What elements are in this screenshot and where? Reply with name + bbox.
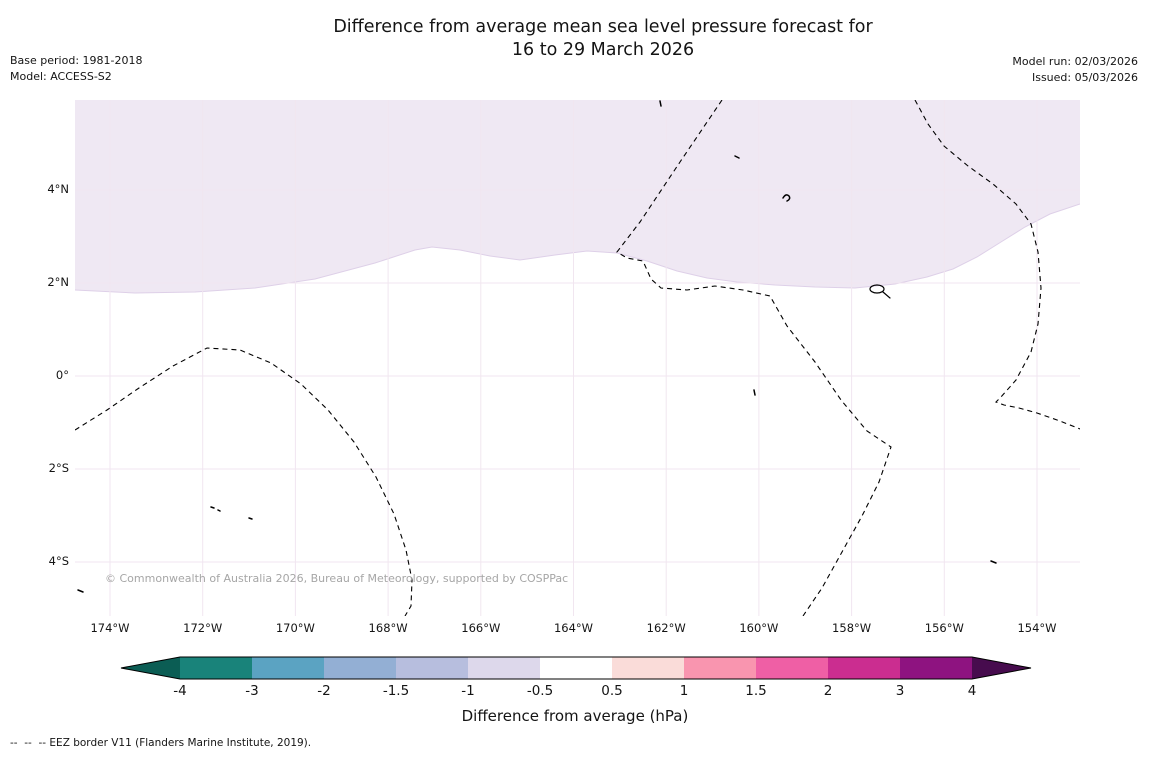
y-tick-label: 0° (55, 368, 69, 382)
copyright-watermark: © Commonwealth of Australia 2026, Bureau… (105, 572, 569, 585)
pressure-anomaly-shade (75, 100, 1080, 293)
eez-border-central (616, 100, 892, 616)
model-run-text: Model run: 02/03/2026 (1012, 55, 1138, 68)
island-mark (659, 100, 662, 107)
x-tick-label: 168°W (368, 621, 408, 635)
island-mark (753, 389, 756, 396)
colorbar-segment (324, 657, 396, 679)
island-mark (990, 560, 997, 564)
model-text: Model: ACCESS-S2 (10, 69, 112, 83)
gridlines (75, 100, 1080, 616)
chart-title: Difference from average mean sea level p… (56, 16, 1150, 62)
colorbar-segment (612, 657, 684, 679)
colorbar-segment (396, 657, 468, 679)
colorbar-tick-label: -1.5 (382, 683, 410, 699)
colorbar-tick-label: 4 (967, 683, 977, 699)
islands (77, 100, 997, 593)
y-tick-label: 4°N (47, 182, 69, 196)
x-tick-label: 164°W (553, 621, 594, 635)
colorbar-tick-label: 2 (823, 683, 833, 699)
x-tick-label: 160°W (739, 621, 779, 635)
colorbar-tick-label: -4 (173, 683, 187, 699)
colorbar-segment (540, 657, 612, 679)
x-tick-label: 166°W (461, 621, 501, 635)
colorbar-tick-label: -3 (245, 683, 259, 699)
atoll-outline (869, 284, 891, 299)
colorbar-tick-label: 3 (895, 683, 905, 699)
island-mark (248, 517, 253, 520)
eez-borders (75, 100, 1080, 616)
island-mark (77, 589, 84, 593)
meta-right: Model run: 02/03/2026 Issued: 05/03/2026 (1012, 54, 1138, 85)
x-tick-label: 158°W (832, 621, 872, 635)
pressure-anomaly-contour (75, 203, 1080, 294)
eez-legend-note: -- -- -- EEZ border V11 (Flanders Marine… (10, 737, 312, 749)
title-line1: Difference from average mean sea level p… (333, 17, 873, 37)
colorbar-tick-label: -1 (461, 683, 475, 699)
colorbar-segment (684, 657, 756, 679)
colorbar-tick-label: 0.5 (601, 683, 623, 699)
colorbar-segment (180, 657, 252, 679)
forecast-map (75, 100, 1080, 616)
y-tick-label: 2°N (47, 275, 69, 289)
colorbar-left-arrow (121, 657, 180, 679)
colorbar-segment (828, 657, 900, 679)
colorbar-segment (900, 657, 972, 679)
colorbar-tick-label: -2 (317, 683, 331, 699)
y-tick-label: 2°S (48, 461, 69, 475)
colorbar (120, 656, 1032, 680)
colorbar-right-arrow (972, 657, 1031, 679)
island-mark (782, 194, 791, 202)
colorbar-segment (252, 657, 324, 679)
x-tick-label: 156°W (924, 621, 964, 635)
x-tick-label: 162°W (646, 621, 686, 635)
meta-left: Base period: 1981-2018 Model: ACCESS-S2 (10, 53, 142, 84)
x-tick-label: 170°W (275, 621, 315, 635)
x-tick-label: 154°W (1017, 621, 1057, 635)
colorbar-segment (468, 657, 540, 679)
y-tick-label: 4°S (48, 554, 69, 568)
island-mark (734, 155, 740, 159)
colorbar-axis-label: Difference from average (hPa) (461, 707, 689, 725)
issued-text: Issued: 05/03/2026 (1031, 70, 1138, 84)
colorbar-tick-label: 1 (679, 683, 689, 699)
y-axis-tick-labels: 4°N 2°N 0° 2°S 4°S (0, 100, 69, 616)
x-tick-label: 172°W (183, 621, 223, 635)
x-axis-tick-labels: 174°W 172°W 170°W 168°W 166°W 164°W 162°W 160°W… (75, 621, 1080, 639)
x-tick-label: 174°W (90, 621, 130, 635)
eez-border-east (914, 100, 1080, 430)
colorbar-tick-labels: -4 -3 -2 -1.5 -1 -0.5 0.5 1 1.5 2 3 4 (0, 683, 1150, 701)
colorbar-tick-label: 1.5 (745, 683, 767, 699)
colorbar-tick-label: -0.5 (526, 683, 554, 699)
island-mark (210, 506, 221, 512)
title-line2: 16 to 29 March 2026 (511, 40, 695, 60)
base-period-text: Base period: 1981-2018 (10, 54, 143, 67)
colorbar-segment (756, 657, 828, 679)
colorbar-outline (120, 656, 1032, 680)
